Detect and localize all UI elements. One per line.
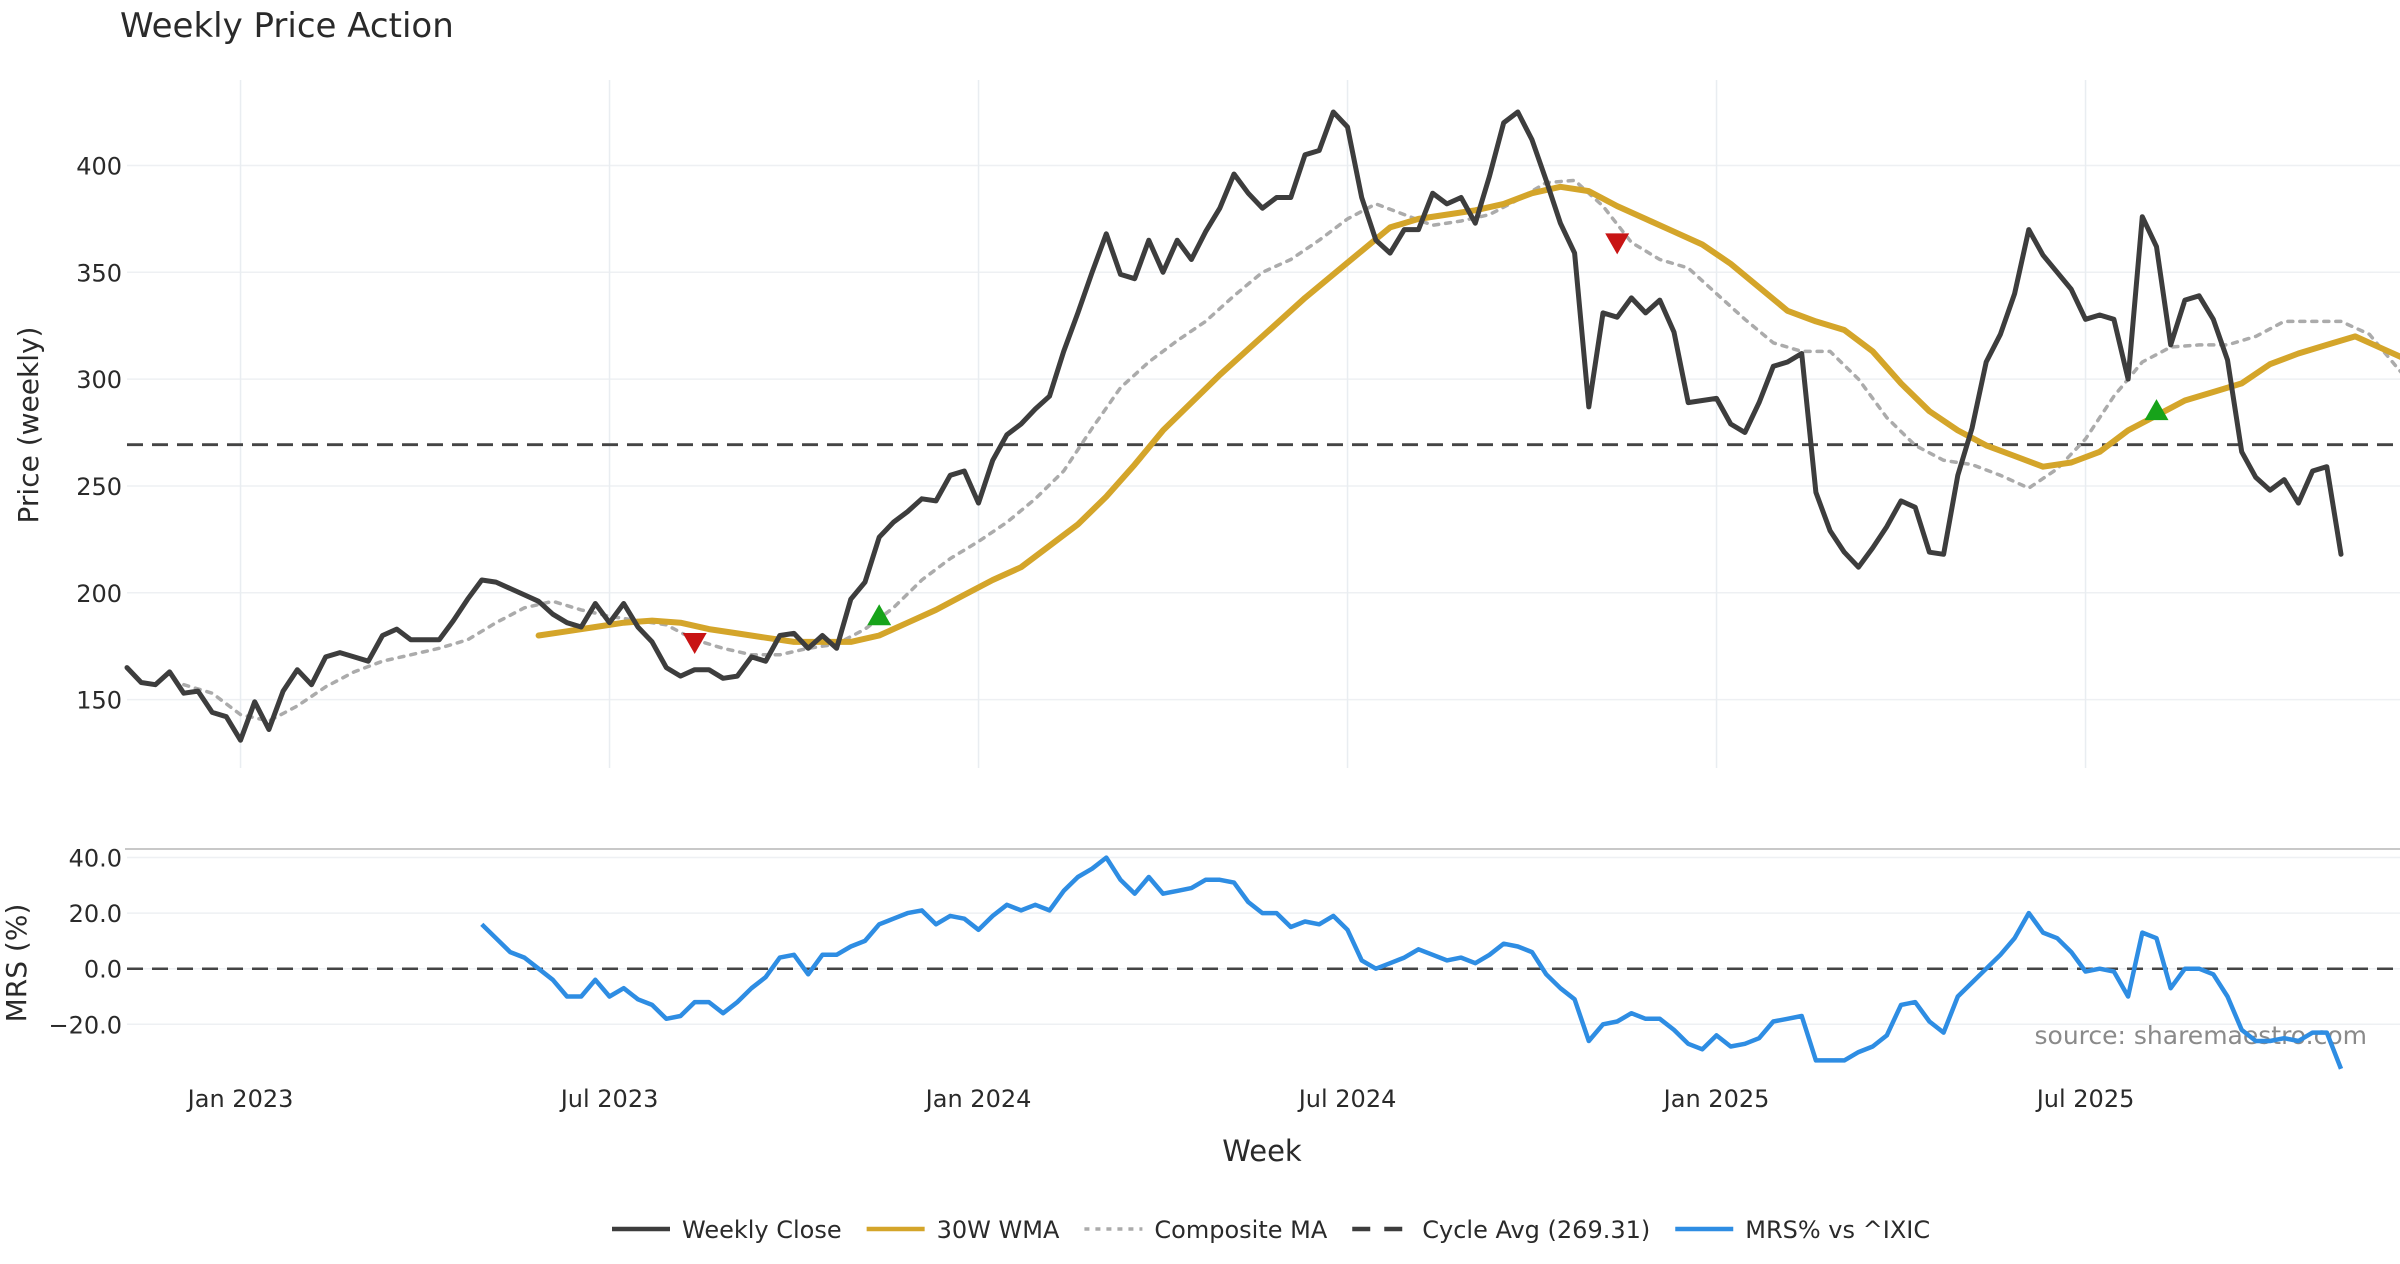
legend-label: 30W WMA [937, 1216, 1060, 1244]
mrs-y-ticks: 40.0 20.0 0.0 −20.0 [48, 845, 122, 1040]
price-lines [127, 112, 2400, 740]
x-tick-label: Jul 2024 [1297, 1085, 1397, 1113]
price-y-tick-label: 300 [76, 366, 122, 394]
legend-item: Composite MA [1084, 1216, 1327, 1244]
legend-label: Composite MA [1154, 1216, 1327, 1244]
legend-item: MRS% vs ^IXIC [1675, 1216, 1930, 1244]
legend: Weekly Close 30W WMA Composite MA Cycle Avg… [612, 1216, 1930, 1244]
x-tick-label: Jan 2023 [186, 1085, 294, 1113]
x-tick-label: Jan 2025 [1662, 1085, 1770, 1113]
price-y-ticks: 150 200 250 300 350 400 [76, 152, 122, 714]
price-grid [127, 80, 2400, 768]
x-tick-label: Jan 2024 [924, 1085, 1032, 1113]
x-tick-label: Jul 2025 [2035, 1085, 2135, 1113]
chart-title: Weekly Price Action [120, 6, 454, 46]
legend-item: Cycle Avg (269.31) [1352, 1216, 1650, 1244]
price-y-tick-label: 200 [76, 580, 122, 608]
price-y-tick-label: 350 [76, 259, 122, 287]
sell-signal-marker [1605, 233, 1629, 254]
source-label: source: sharemaestro.com [2035, 1021, 2368, 1050]
sell-signal-marker [683, 633, 707, 654]
buy-signal-marker [867, 604, 891, 625]
mrs-y-tick-label: 40.0 [69, 845, 122, 873]
series-composite-ma [184, 180, 2400, 721]
x-tick-label: Jul 2023 [559, 1085, 659, 1113]
x-axis-label: Week [1222, 1134, 1302, 1168]
mrs-y-tick-label: 0.0 [84, 956, 122, 984]
price-y-tick-label: 150 [76, 687, 122, 715]
legend-label: Cycle Avg (269.31) [1422, 1216, 1650, 1244]
series-weekly-close [127, 112, 2341, 740]
x-ticks: Jan 2023 Jul 2023 Jan 2024 Jul 2024 Jan 2025… [186, 1085, 2135, 1113]
legend-label: Weekly Close [682, 1216, 842, 1244]
price-y-tick-label: 250 [76, 473, 122, 501]
price-axis-label: Price (weekly) [12, 327, 45, 524]
legend-item: Weekly Close [612, 1216, 842, 1244]
mrs-axis-label: MRS (%) [0, 904, 33, 1023]
legend-label: MRS% vs ^IXIC [1745, 1216, 1930, 1244]
mrs-y-tick-label: 20.0 [69, 900, 122, 928]
mrs-y-tick-label: −20.0 [48, 1011, 122, 1039]
series-30w-wma [539, 187, 2400, 642]
legend-item: 30W WMA [867, 1216, 1060, 1244]
price-y-tick-label: 400 [76, 152, 122, 180]
